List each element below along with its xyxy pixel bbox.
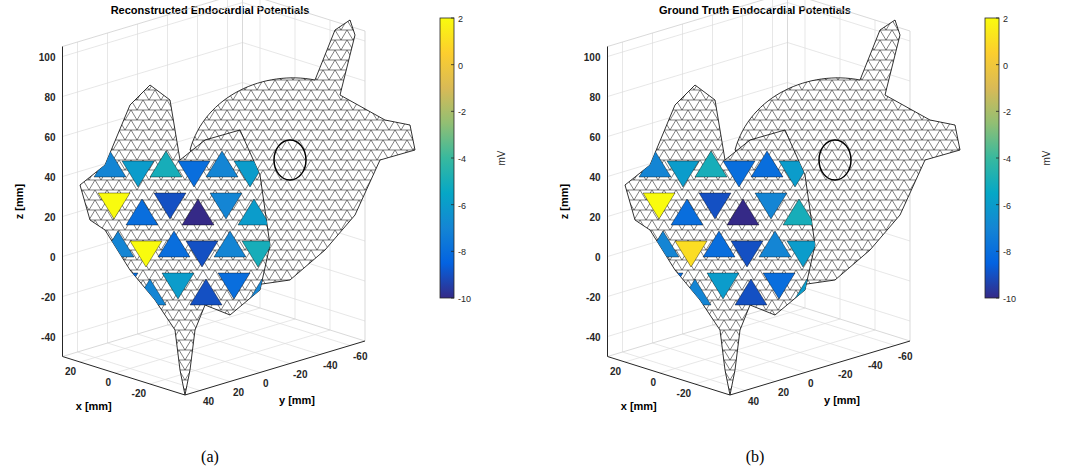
svg-text:-60: -60: [898, 351, 913, 362]
svg-text:20: 20: [65, 366, 77, 377]
svg-text:0: 0: [50, 252, 56, 263]
svg-text:-20: -20: [586, 292, 601, 303]
svg-text:2: 2: [1003, 14, 1008, 24]
svg-text:-4: -4: [1003, 154, 1011, 164]
svg-text:-4: -4: [458, 154, 466, 164]
svg-text:-20: -20: [293, 369, 308, 380]
svg-text:0: 0: [1003, 61, 1008, 71]
svg-text:-10: -10: [458, 294, 471, 304]
svg-text:100: 100: [584, 52, 601, 63]
svg-text:80: 80: [589, 92, 601, 103]
svg-text:0: 0: [458, 61, 463, 71]
svg-text:60: 60: [44, 132, 56, 143]
svg-text:-2: -2: [458, 107, 466, 117]
svg-text:-20: -20: [838, 369, 853, 380]
svg-text:Reconstructed Endocardial Pote: Reconstructed Endocardial Potentials: [110, 4, 310, 16]
svg-text:-20: -20: [132, 388, 147, 399]
svg-text:-6: -6: [1003, 201, 1011, 211]
svg-text:0: 0: [650, 377, 656, 388]
svg-text:-40: -40: [868, 360, 883, 371]
svg-text:-20: -20: [41, 292, 56, 303]
svg-text:-6: -6: [458, 201, 466, 211]
svg-text:100: 100: [39, 52, 56, 63]
svg-text:80: 80: [44, 92, 56, 103]
svg-text:z [mm]: z [mm]: [13, 183, 25, 219]
svg-text:mV: mV: [1041, 150, 1052, 165]
svg-text:0: 0: [595, 252, 601, 263]
svg-text:0: 0: [808, 378, 814, 389]
svg-text:20: 20: [778, 387, 790, 398]
svg-text:20: 20: [610, 366, 622, 377]
svg-text:(a): (a): [201, 448, 219, 466]
svg-text:40: 40: [748, 396, 760, 407]
svg-text:0: 0: [263, 378, 269, 389]
svg-text:-40: -40: [41, 332, 56, 343]
svg-text:x [mm]: x [mm]: [621, 400, 657, 412]
svg-text:-20: -20: [677, 388, 692, 399]
svg-text:60: 60: [589, 132, 601, 143]
svg-text:y [mm]: y [mm]: [279, 394, 315, 406]
svg-text:z [mm]: z [mm]: [558, 183, 570, 219]
svg-text:-10: -10: [1003, 294, 1016, 304]
svg-text:20: 20: [589, 212, 601, 223]
svg-text:40: 40: [203, 396, 215, 407]
svg-text:mV: mV: [496, 150, 507, 165]
svg-text:20: 20: [233, 387, 245, 398]
svg-text:-40: -40: [586, 332, 601, 343]
svg-text:-40: -40: [323, 360, 338, 371]
svg-text:-60: -60: [353, 351, 368, 362]
svg-text:-8: -8: [458, 247, 466, 257]
svg-text:2: 2: [458, 14, 463, 24]
svg-text:40: 40: [589, 172, 601, 183]
svg-text:x [mm]: x [mm]: [76, 400, 112, 412]
svg-text:(b): (b): [746, 448, 765, 466]
svg-text:0: 0: [105, 377, 111, 388]
svg-text:40: 40: [44, 172, 56, 183]
svg-text:-2: -2: [1003, 107, 1011, 117]
svg-text:y [mm]: y [mm]: [824, 394, 860, 406]
svg-text:20: 20: [44, 212, 56, 223]
svg-text:-8: -8: [1003, 247, 1011, 257]
svg-text:Ground Truth Endocardial Poten: Ground Truth Endocardial Potentials: [659, 4, 851, 16]
